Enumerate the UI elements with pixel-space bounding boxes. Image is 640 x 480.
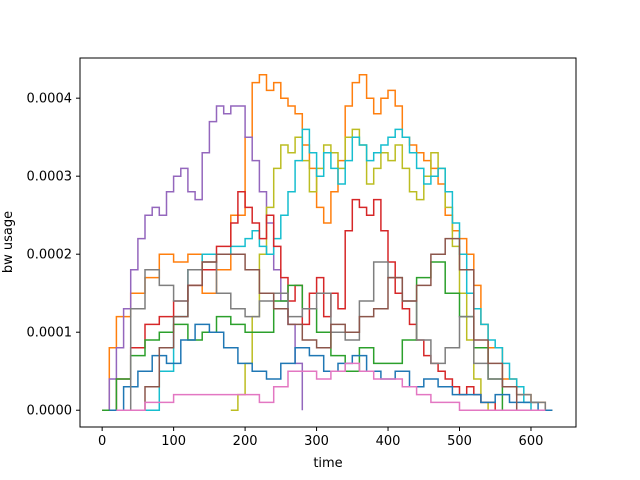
series-line-2: [102, 105, 304, 411]
x-tick-label: 500: [447, 434, 472, 449]
x-tick-label: 600: [519, 434, 544, 449]
x-axis: 0 100 200 300 400 500 600: [98, 427, 543, 449]
x-tick-label: 400: [376, 434, 401, 449]
series-line-10: [116, 362, 546, 411]
y-axis: 0.0000 0.0001 0.0002 0.0003 0.0004: [27, 92, 80, 419]
y-tick-label: 0.0000: [27, 404, 73, 419]
y-tick-label: 0.0004: [27, 92, 73, 107]
axes-frame: [79, 57, 577, 428]
x-tick-label: 300: [304, 434, 329, 449]
y-axis-label: bw usage: [1, 211, 16, 273]
series-line-4: [145, 128, 532, 411]
y-tick-label: 0.0001: [27, 326, 73, 341]
series-line-7: [109, 323, 553, 411]
y-tick-label: 0.0002: [27, 248, 73, 263]
series-line-9: [130, 237, 518, 411]
x-tick-label: 100: [161, 434, 186, 449]
series-lines: [102, 74, 553, 411]
x-axis-label: time: [313, 456, 342, 471]
x-tick-label: 0: [98, 434, 106, 449]
series-line-1: [102, 74, 553, 411]
x-tick-label: 200: [233, 434, 258, 449]
y-tick-label: 0.0003: [27, 170, 73, 185]
